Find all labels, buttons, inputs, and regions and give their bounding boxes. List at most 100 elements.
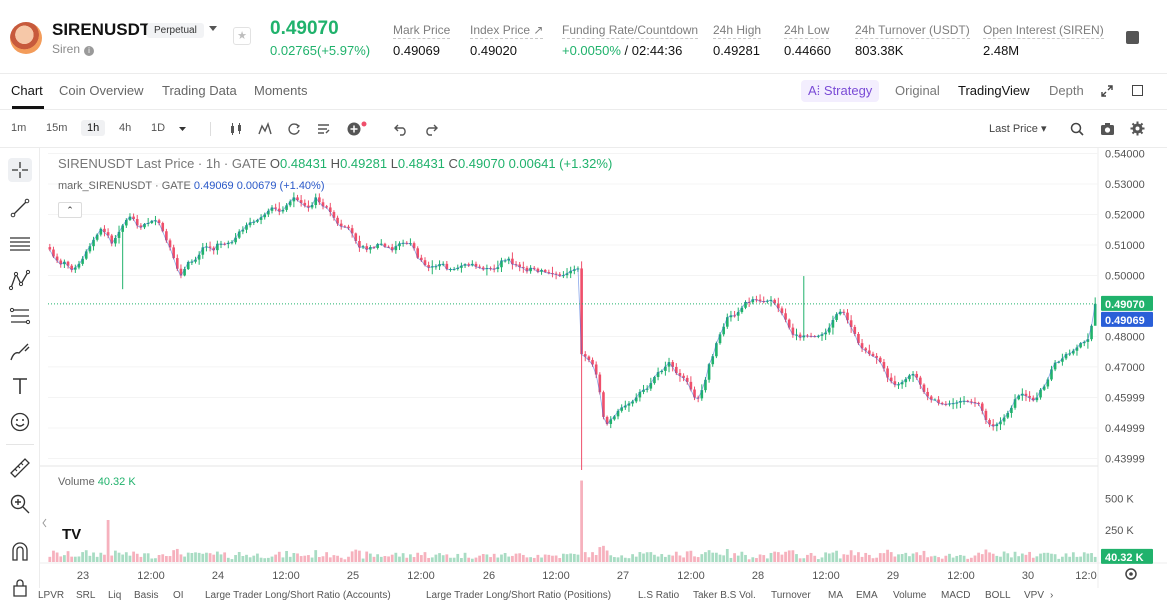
indicator-vpvr[interactable]: VPV xyxy=(1024,590,1045,601)
stat-label[interactable]: Mark Price xyxy=(393,23,451,39)
candle-body xyxy=(84,251,88,259)
open-label: O xyxy=(269,156,281,171)
volume-bar xyxy=(667,554,671,562)
pattern-icon[interactable] xyxy=(8,268,32,292)
price-source-select[interactable]: Last Price ▾ xyxy=(989,123,1047,135)
volume-bar xyxy=(376,554,380,562)
volume-bar xyxy=(110,555,114,562)
indicator-ma[interactable]: MA xyxy=(828,590,843,601)
emoji-icon[interactable] xyxy=(8,410,32,434)
stat-label[interactable]: Index Price ↗ xyxy=(470,23,544,39)
view-depth[interactable]: Depth xyxy=(1049,83,1084,98)
window-mode-icon[interactable] xyxy=(1132,85,1143,96)
indicator-taker-vol[interactable]: Taker B.S Vol. xyxy=(693,590,756,601)
fib-icon[interactable] xyxy=(8,304,32,328)
timeframe-1h[interactable]: 1h xyxy=(81,120,106,136)
time-axis-settings-icon[interactable] xyxy=(1124,567,1138,581)
search-icon[interactable] xyxy=(1070,122,1084,136)
candle-body xyxy=(540,269,543,272)
volume-bar xyxy=(660,554,664,562)
volume-bar xyxy=(562,553,565,562)
view-original[interactable]: Original xyxy=(895,83,940,98)
indicator-oi[interactable]: OI xyxy=(173,590,184,601)
tab-chart[interactable]: Chart xyxy=(11,83,43,98)
candle-body xyxy=(715,343,718,357)
replay-icon[interactable] xyxy=(287,122,301,136)
horizontal-lines-icon[interactable] xyxy=(8,232,32,256)
info-icon[interactable]: i xyxy=(84,46,95,56)
zoom-in-icon[interactable] xyxy=(8,492,32,516)
volume-bar xyxy=(77,556,81,562)
tab-trading-data[interactable]: Trading Data xyxy=(162,83,237,98)
indicator-boll[interactable]: BOLL xyxy=(985,590,1011,601)
indicator-ema[interactable]: EMA xyxy=(856,590,878,601)
candle-body xyxy=(587,356,591,360)
indicator-ls-accounts[interactable]: Large Trader Long/Short Ratio (Accounts) xyxy=(205,590,391,601)
ruler-icon[interactable] xyxy=(8,456,32,480)
indicator-lpvr[interactable]: LPVR xyxy=(38,590,65,601)
candle-body xyxy=(522,266,525,268)
lock-drawings-icon[interactable] xyxy=(8,576,32,600)
volume-bar xyxy=(394,552,398,562)
volume-bar xyxy=(831,552,835,562)
stat-label[interactable]: Open Interest (SIREN) xyxy=(983,23,1104,39)
candle-body xyxy=(565,273,569,276)
text-icon[interactable] xyxy=(8,374,32,398)
candle-body xyxy=(237,231,241,238)
view-tradingview[interactable]: TradingView xyxy=(958,83,1030,98)
timeframe-1d[interactable]: 1D xyxy=(151,122,166,134)
collapse-legend-button[interactable]: ⌃ xyxy=(58,202,82,218)
candle-body xyxy=(157,220,161,224)
candle-body xyxy=(106,232,110,236)
redo-icon[interactable] xyxy=(424,122,438,136)
indicator-macd[interactable]: MACD xyxy=(941,590,971,601)
indicator-basis[interactable]: Basis xyxy=(134,590,159,601)
volume-bar xyxy=(725,548,729,562)
candle-body xyxy=(543,269,547,273)
volume-bar xyxy=(1064,553,1068,562)
volume-bar xyxy=(729,557,733,562)
volume-bar xyxy=(966,558,970,562)
time-tick-label: 29 xyxy=(887,570,899,582)
tab-coin-overview[interactable]: Coin Overview xyxy=(59,83,144,98)
brush-icon[interactable] xyxy=(8,340,32,364)
indicators-scroll-right[interactable]: › xyxy=(1050,590,1054,601)
indicator-srl[interactable]: SRL xyxy=(76,590,96,601)
symbol-dropdown-icon[interactable] xyxy=(209,26,217,31)
stat-label[interactable]: Funding Rate/Countdown xyxy=(562,23,699,39)
document-icon[interactable] xyxy=(1126,31,1139,44)
strategy-button[interactable]: A⁞ Strategy xyxy=(801,80,880,102)
candle-body xyxy=(529,267,532,272)
indicators-icon[interactable] xyxy=(258,122,272,136)
volume-bar xyxy=(1079,556,1082,562)
symbol-title[interactable]: SIRENUSDT xyxy=(52,20,151,39)
template-icon[interactable] xyxy=(317,122,331,136)
undo-icon[interactable] xyxy=(394,122,408,136)
candle-body xyxy=(966,400,970,402)
indicator-ls-ratio[interactable]: L.S Ratio xyxy=(638,590,680,601)
trendline-icon[interactable] xyxy=(8,196,32,220)
panel-collapse-icon[interactable] xyxy=(40,516,49,530)
indicator-ls-positions[interactable]: Large Trader Long/Short Ratio (Positions… xyxy=(426,590,612,601)
magnet-icon[interactable] xyxy=(8,540,32,564)
indicator-liq[interactable]: Liq xyxy=(108,590,122,601)
candle-body xyxy=(980,403,984,411)
indicator-volume[interactable]: Volume xyxy=(893,590,927,601)
camera-icon[interactable] xyxy=(1100,122,1115,136)
timeframe-dropdown-icon[interactable] xyxy=(178,125,187,133)
add-indicator-icon[interactable] xyxy=(347,121,367,137)
timeframe-15m[interactable]: 15m xyxy=(46,122,68,134)
stat-index-price: Index Price ↗ 0.49020 xyxy=(470,21,544,58)
expand-icon[interactable] xyxy=(1100,84,1114,98)
crosshair-icon[interactable] xyxy=(8,158,32,182)
timeframe-4h[interactable]: 4h xyxy=(119,122,132,134)
price-chart[interactable]: 0.54000 0.53000 0.52000 0.51000 0.50000 0.480… xyxy=(40,148,1167,588)
candles-icon[interactable] xyxy=(229,122,243,136)
tab-moments[interactable]: Moments xyxy=(254,83,308,98)
favorite-star-icon[interactable]: ★ xyxy=(233,27,251,45)
chart-canvas[interactable]: 0.54000 0.53000 0.52000 0.51000 0.50000 0.480… xyxy=(40,148,1167,588)
indicator-turnover[interactable]: Turnover xyxy=(771,590,811,601)
timeframe-1m[interactable]: 1m xyxy=(11,122,27,134)
settings-icon[interactable] xyxy=(1130,121,1145,136)
volume-bar xyxy=(704,552,707,562)
